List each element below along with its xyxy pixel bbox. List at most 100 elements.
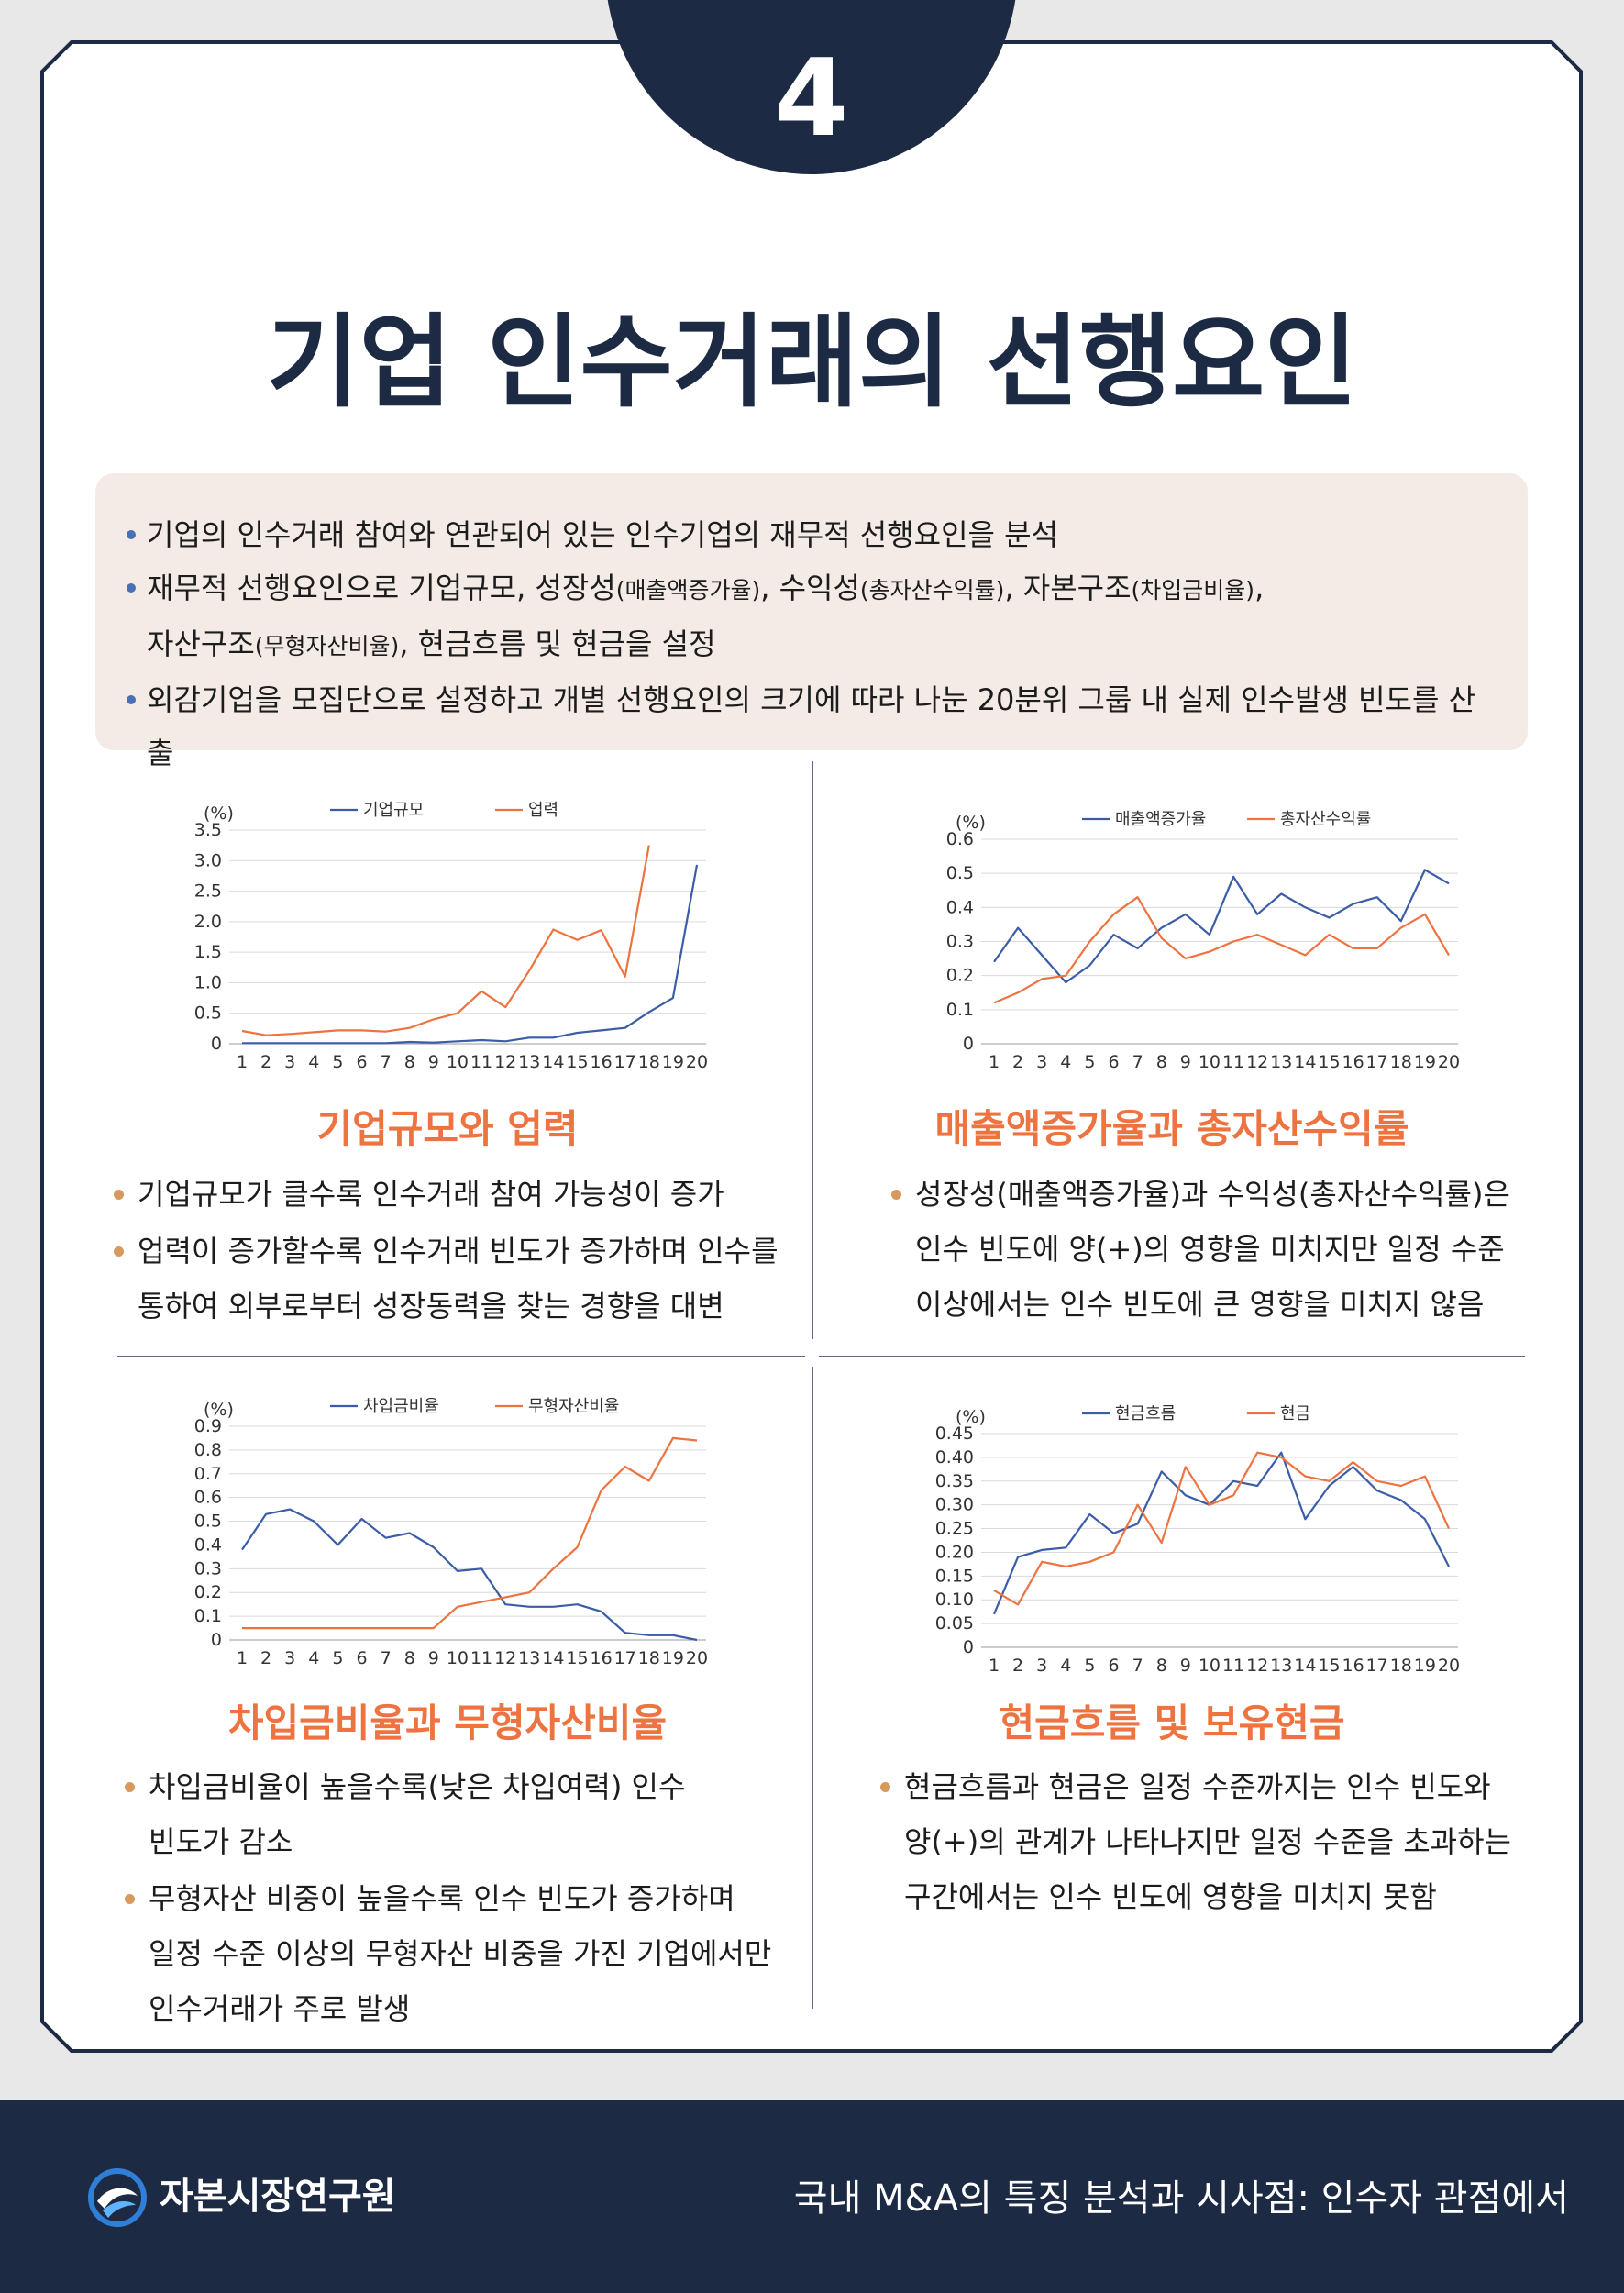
page-number: 4 — [774, 37, 849, 161]
x-tick-label: 16 — [1342, 1052, 1364, 1072]
y-tick-label: 0.30 — [935, 1495, 974, 1515]
panel-title-firm-size-age: 기업규모와 업력 — [316, 1106, 579, 1151]
x-tick-label: 11 — [470, 1648, 492, 1668]
x-tick-label: 6 — [356, 1648, 367, 1668]
x-tick-label: 3 — [284, 1052, 295, 1072]
y-tick-label: 0 — [963, 1034, 974, 1054]
x-tick-label: 18 — [638, 1648, 660, 1668]
x-tick-label: 19 — [1414, 1656, 1436, 1676]
summary-text: , 수익성 — [760, 570, 860, 605]
x-tick-label: 10 — [1199, 1052, 1221, 1072]
summary-text: 기업의 인수거래 참여와 연관되어 있는 인수기업의 재무적 선행요인을 분석 — [147, 517, 1059, 552]
x-tick-label: 14 — [1294, 1052, 1316, 1072]
chart-cashflow-cash: (%) 0 0.05 0.10 0.15 0.20 0.25 0.30 0.35 0.40 0.45… — [935, 1404, 1460, 1676]
panel-bullet-line: 빈도가 감소 — [149, 1824, 293, 1859]
x-tick-label: 12 — [494, 1648, 516, 1668]
series-line-1 — [992, 1451, 1450, 1615]
x-tick-label: 5 — [332, 1648, 343, 1668]
summary-text: (총자산수익률) — [859, 577, 1005, 604]
x-tick-label: 7 — [381, 1648, 392, 1668]
x-tick-label: 7 — [1132, 1656, 1143, 1676]
kcmi-logo-icon — [88, 2168, 147, 2227]
summary-item: 자산구조(무형자산비율), 현금흐름 및 현금을 설정 — [127, 617, 1497, 673]
legend-label: 현금 — [1280, 1404, 1310, 1423]
x-tick-label: 15 — [1318, 1656, 1340, 1676]
summary-text: (차입금비율) — [1131, 577, 1255, 604]
x-tick-label: 12 — [1246, 1052, 1268, 1072]
y-tick-label: 0.2 — [194, 1582, 222, 1602]
y-tick-label: 0.5 — [946, 863, 974, 883]
x-tick-label: 14 — [542, 1648, 564, 1668]
panel-title-cashflow-cash: 현금흐름 및 보유현금 — [999, 1700, 1345, 1745]
footer-bar — [0, 2100, 1624, 2293]
page-title: 기업 인수거래의 선행요인 — [266, 304, 1358, 421]
x-tick-label: 5 — [332, 1052, 343, 1072]
x-tick-label: 5 — [1084, 1656, 1095, 1676]
y-tick-label: 0.3 — [946, 932, 974, 952]
x-tick-label: 20 — [686, 1052, 708, 1072]
summary-item: 외감기업을 모집단으로 설정하고 개별 선행요인의 크기에 따라 나눈 20분위… — [127, 673, 1497, 780]
x-tick-label: 12 — [494, 1052, 516, 1072]
x-tick-label: 1 — [237, 1648, 248, 1668]
y-tick-label: 0.8 — [194, 1440, 222, 1460]
panel-bullet: 무형자산 비중이 높을수록 인수 빈도가 증가하며 일정 수준 이상의 무형자산 … — [125, 1871, 794, 2036]
series-line-2 — [242, 1436, 698, 1630]
y-tick-label: 0 — [963, 1637, 974, 1657]
x-tick-label: 10 — [447, 1052, 469, 1072]
x-tick-label: 1 — [237, 1052, 248, 1072]
x-tick-label: 10 — [1199, 1656, 1221, 1676]
legend-label: 차입금비율 — [363, 1397, 439, 1416]
horizontal-divider-left — [117, 1356, 805, 1357]
x-tick-label: 4 — [1060, 1052, 1071, 1072]
legend-label: 무형자산비율 — [528, 1397, 619, 1416]
x-tick-label: 13 — [1270, 1656, 1292, 1676]
summary-item: 재무적 선행요인으로 기업규모, 성장성(매출액증가율), 수익성(총자산수익률… — [127, 561, 1497, 617]
x-tick-label: 8 — [404, 1648, 415, 1668]
vertical-divider-top — [812, 761, 813, 1339]
y-tick-label: 0.6 — [946, 829, 974, 849]
x-tick-label: 1 — [989, 1052, 1000, 1072]
panel-bullet-line: 양(+)의 관계가 나타나지만 일정 수준을 초과하는 — [904, 1824, 1512, 1859]
chart-sales-growth-roa: (%)00.10.20.30.40.50.61 2 3 4 5 6 7 8 9 10 11 12 13 1… — [946, 810, 1460, 1072]
panel-bullet: 업력이 증가할수록 인수거래 빈도가 증가하며 인수를 통하여 외부로부터 성장동… — [114, 1224, 792, 1334]
x-tick-label: 17 — [1366, 1052, 1388, 1072]
y-tick-label: 3.0 — [194, 850, 222, 870]
y-tick-label: 0.6 — [194, 1488, 222, 1508]
series-line-2 — [993, 1451, 1451, 1606]
y-tick-label: 0.2 — [946, 966, 974, 986]
panel-bullet-line: 성장성(매출액증가율)과 수익성(총자산수익률)은 — [915, 1177, 1510, 1212]
panel-bullet: 기업규모가 클수록 인수거래 참여 가능성이 증가 — [114, 1167, 792, 1222]
x-tick-label: 3 — [1036, 1656, 1047, 1676]
y-tick-label: 0.4 — [946, 897, 974, 917]
x-tick-label: 15 — [566, 1648, 588, 1668]
x-tick-label: 10 — [447, 1648, 469, 1668]
x-tick-label: 17 — [1366, 1656, 1388, 1676]
unit-label: (%) — [204, 1400, 234, 1420]
vertical-divider-bottom — [812, 1367, 813, 2009]
summary-text: , 현금흐름 및 현금을 설정 — [399, 626, 716, 661]
summary-text: 외감기업을 모집단으로 설정하고 개별 선행요인의 크기에 따라 나눈 20분위… — [147, 682, 1476, 770]
x-tick-label: 13 — [1270, 1052, 1292, 1072]
x-tick-label: 20 — [1438, 1656, 1460, 1676]
legend-label: 총자산수익률 — [1280, 810, 1371, 829]
x-tick-label: 7 — [1132, 1052, 1143, 1072]
panel-title-sales-growth-roa: 매출액증가율과 총자산수익률 — [934, 1106, 1409, 1151]
y-tick-label: 1.0 — [194, 972, 222, 992]
x-tick-label: 19 — [662, 1052, 684, 1072]
x-tick-label: 17 — [614, 1648, 636, 1668]
x-tick-label: 9 — [428, 1052, 439, 1072]
x-tick-label: 2 — [260, 1052, 271, 1072]
y-tick-label: 0.5 — [194, 1512, 222, 1532]
x-tick-label: 7 — [381, 1052, 392, 1072]
x-tick-label: 16 — [1342, 1656, 1364, 1676]
x-tick-label: 8 — [1156, 1052, 1167, 1072]
panel-bullets-debt-intangible: 차입금비율이 높을수록(낮은 차입여력) 인수 빈도가 감소 무형자산 비중이 높을… — [125, 1759, 794, 2038]
chart-firm-size-age: (%)00.51.01.52.02.53.03.51 2 3 4 5 6 7 8 9 10 11 12… — [194, 801, 708, 1072]
series-line-2 — [241, 845, 650, 1036]
x-tick-label: 18 — [1390, 1052, 1412, 1072]
x-tick-label: 2 — [1012, 1656, 1023, 1676]
x-tick-label: 6 — [1108, 1656, 1119, 1676]
x-tick-label: 15 — [566, 1052, 588, 1072]
unit-label: (%) — [204, 803, 234, 824]
